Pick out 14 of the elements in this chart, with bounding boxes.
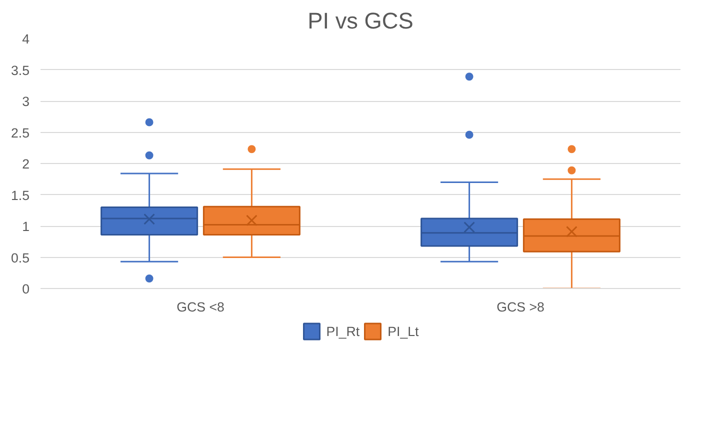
chart-title: PI vs GCS [308,8,414,34]
x-tick-label: GCS <8 [176,300,224,314]
y-tick-label: 0 [22,282,30,296]
y-tick-label: 1 [22,219,30,234]
legend-label: PI_Rt [326,324,360,338]
x-tick-label: GCS >8 [496,300,544,314]
y-tick-label: 4 [22,32,30,46]
y-tick-label: 3 [22,94,30,109]
y-tick-label: 2 [22,156,30,172]
y-tick-label: 1.5 [10,188,30,203]
legend-label: PI_Lt [388,324,419,338]
y-tick-label: 0.5 [10,250,30,266]
y-tick-label: 2.5 [10,125,30,140]
y-tick-label: 3.5 [10,62,30,78]
